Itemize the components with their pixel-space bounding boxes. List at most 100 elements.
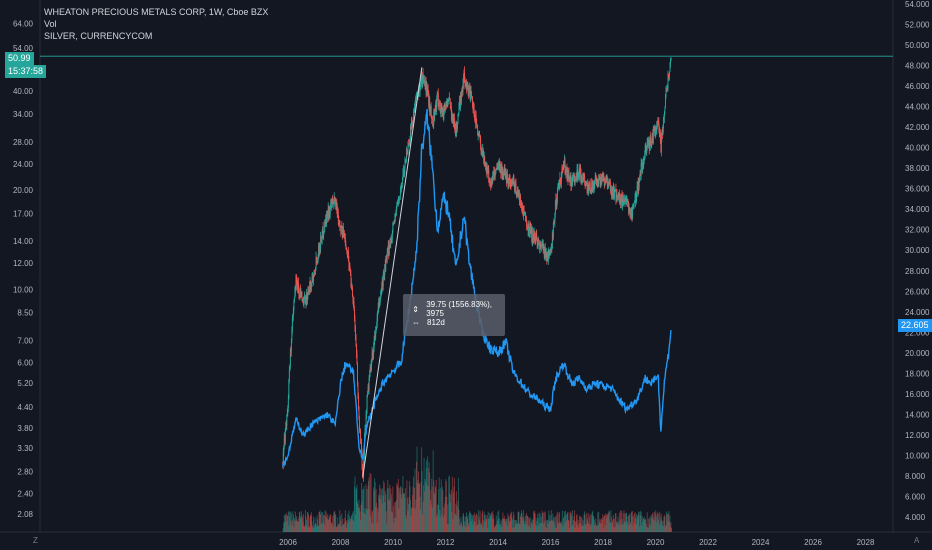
volume-bar [407, 504, 409, 532]
volume-bar [334, 514, 336, 532]
volume-bar [616, 521, 618, 532]
wpm-candle-body [293, 296, 295, 302]
volume-bar [670, 522, 672, 532]
wpm-candle-body [331, 200, 333, 208]
wpm-candle-body [611, 195, 613, 197]
volume-bar [643, 516, 645, 532]
volume-bar [317, 519, 319, 532]
volume-bar [282, 527, 284, 532]
volume-bar [523, 517, 525, 532]
wpm-candle-body [570, 175, 572, 186]
wpm-candle-body [499, 166, 501, 173]
volume-bar [587, 512, 589, 532]
volume-bar [636, 518, 638, 532]
volume-bar [551, 520, 553, 532]
wpm-candle-body [361, 443, 362, 451]
wpm-candle-body [364, 429, 366, 434]
wpm-candle-body [340, 226, 342, 234]
volume-bar [373, 487, 375, 532]
volume-bar [554, 527, 556, 532]
volume-bar [483, 520, 485, 532]
volume-bar [605, 514, 607, 532]
wpm-candle-body [526, 220, 528, 227]
wpm-candle-body [406, 151, 407, 162]
wpm-candle-body [330, 202, 332, 209]
wpm-candle-body [479, 134, 481, 136]
volume-bar [319, 510, 321, 532]
volume-bar [338, 524, 340, 532]
wpm-candle-body [593, 183, 595, 189]
volume-bar [426, 460, 428, 532]
wpm-candle-body [464, 71, 465, 82]
volume-bar [637, 514, 639, 532]
volume-bar [648, 519, 650, 532]
volume-bar [307, 514, 309, 532]
volume-bar [651, 514, 653, 532]
wpm-candle-body [385, 259, 387, 270]
volume-bar [321, 512, 323, 532]
volume-bar [578, 527, 580, 532]
volume-bar [415, 499, 417, 532]
wpm-candle-body [376, 326, 378, 329]
wpm-candle-body [655, 130, 657, 132]
wpm-candle-body [600, 178, 602, 185]
wpm-candle-body [431, 115, 433, 119]
wpm-candle-body [475, 115, 477, 119]
volume-bar [628, 515, 630, 532]
wpm-candle-body [382, 279, 384, 287]
volume-bar [379, 484, 381, 532]
legend-symbol-title[interactable]: WHEATON PRECIOUS METALS CORP, 1W, Cboe B… [44, 7, 269, 17]
wpm-candle-body [328, 207, 330, 218]
volume-bar [612, 519, 614, 532]
wpm-candle-body [335, 202, 337, 209]
wpm-candle-body [636, 192, 638, 198]
wpm-candle-body [376, 316, 378, 327]
wpm-candle-body [285, 421, 287, 426]
volume-bar [382, 488, 384, 532]
wpm-candle-body [540, 242, 542, 245]
volume-bar [538, 512, 540, 532]
volume-bar [504, 519, 506, 532]
volume-bar [506, 518, 508, 532]
wpm-candle-body [447, 99, 449, 102]
volume-bar [284, 514, 286, 532]
wpm-candle-body [656, 121, 658, 126]
wpm-candle-body [535, 233, 537, 235]
volume-bar [287, 515, 289, 532]
wpm-candle-body [321, 239, 323, 243]
wpm-candle-body [291, 318, 293, 332]
measure-duration: 812d [427, 318, 445, 327]
volume-bar [563, 517, 565, 532]
auto-scale-button[interactable]: A [914, 536, 920, 545]
volume-bar [456, 515, 458, 532]
volume-bar [317, 526, 319, 532]
zoom-corner-button[interactable]: Z [33, 536, 38, 545]
wpm-candle-body [666, 89, 667, 91]
volume-bar [659, 522, 661, 532]
wpm-candle-body [404, 159, 406, 169]
wpm-candle-body [345, 247, 347, 251]
volume-bar [610, 516, 612, 532]
wpm-candle-body [593, 186, 595, 189]
wpm-candle-body [406, 151, 408, 153]
volume-bar [394, 501, 396, 532]
wpm-candle-body [537, 240, 539, 247]
wpm-candle-body [314, 271, 316, 273]
volume-bar [417, 483, 419, 532]
volume-bar [533, 512, 535, 532]
volume-bar [583, 525, 585, 532]
wpm-candle-body [295, 276, 297, 287]
volume-bar [305, 516, 307, 532]
wpm-candle-body [644, 146, 646, 155]
legend-volume[interactable]: Vol [44, 19, 57, 29]
legend-compare-symbol[interactable]: SILVER, CURRENCYCOM [44, 31, 153, 41]
wpm-candle-body [605, 179, 607, 180]
volume-bar [544, 511, 546, 532]
wpm-candle-body [466, 82, 468, 90]
volume-bar [446, 524, 448, 532]
volume-bar [580, 516, 582, 532]
volume-bar [314, 524, 316, 532]
volume-bar [588, 523, 590, 532]
wpm-candle-body [625, 197, 627, 201]
